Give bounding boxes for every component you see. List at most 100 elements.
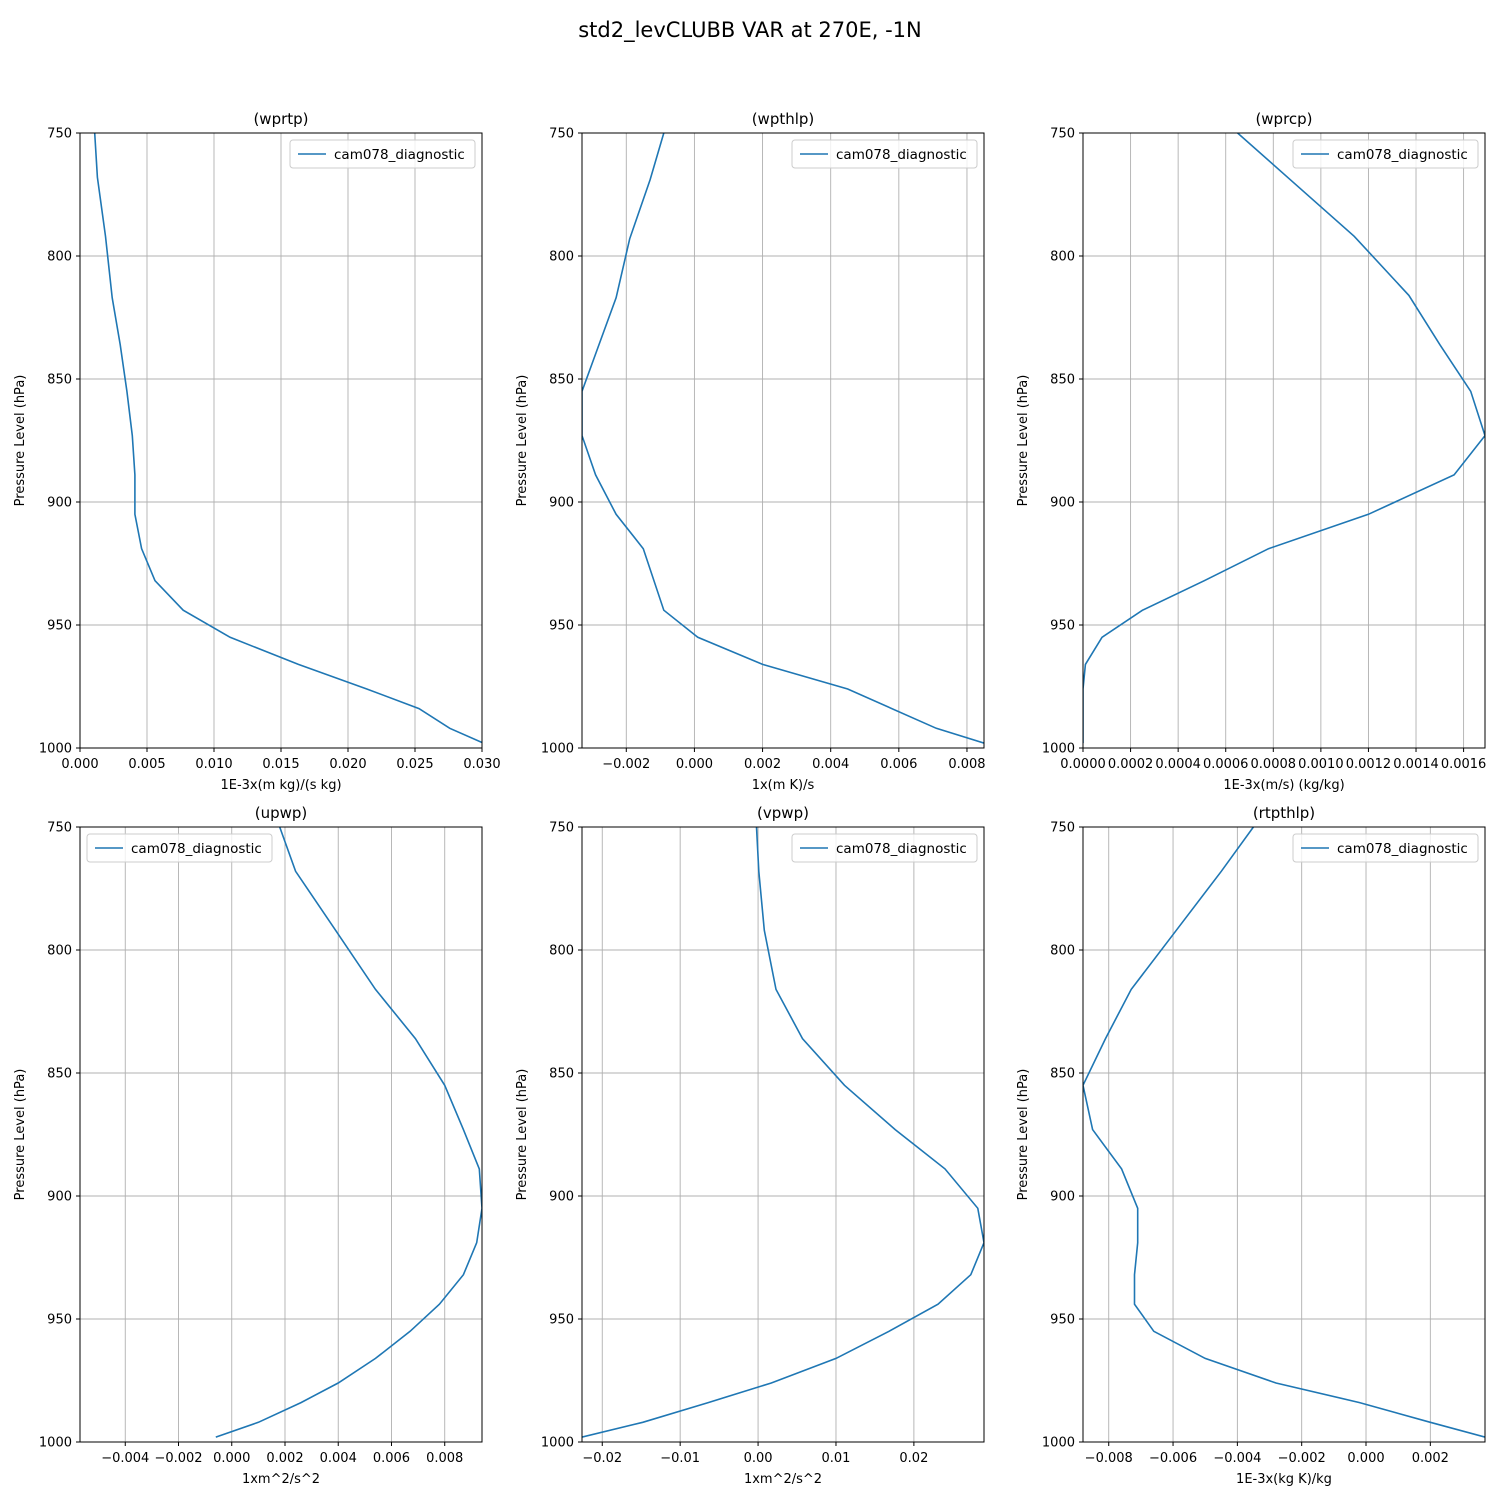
x-tick-label: 0.01 [822, 1451, 851, 1466]
y-axis-label: Pressure Level (hPa) [1016, 1069, 1031, 1201]
x-tick-label: 0.0016 [1441, 757, 1487, 772]
legend-frame [1292, 833, 1479, 863]
x-tick-label: 0.002 [266, 1451, 303, 1466]
y-axis-label: Pressure Level (hPa) [1016, 375, 1031, 507]
y-axis-label: Pressure Level (hPa) [13, 1069, 28, 1201]
x-tick-label: 0.008 [426, 1451, 463, 1466]
y-tick-label: 850 [1050, 1067, 1075, 1082]
legend-entry-label: cam078_diagnostic [1337, 841, 1468, 857]
y-tick-label: 900 [1050, 1190, 1075, 1205]
y-tick-label: 1000 [39, 1436, 72, 1451]
x-tick-label: 0.0014 [1393, 757, 1439, 772]
x-tick-label: 0.0000 [1060, 757, 1106, 772]
y-tick-label: 750 [47, 127, 72, 142]
legend: cam078_diagnostic [86, 833, 273, 863]
x-axis-label: 1xm^2/s^2 [744, 1472, 822, 1487]
x-tick-label: 0.000 [676, 757, 713, 772]
y-tick-label: 850 [47, 1067, 72, 1082]
series-line [582, 133, 984, 744]
y-axis-label: Pressure Level (hPa) [13, 375, 28, 507]
x-tick-label: 0.030 [463, 757, 500, 772]
legend-frame [86, 833, 273, 863]
x-tick-label: 0.0012 [1346, 757, 1392, 772]
legend: cam078_diagnostic [1292, 833, 1479, 863]
y-tick-label: 750 [47, 821, 72, 836]
series-line [1083, 827, 1485, 1438]
x-tick-label: −0.002 [1278, 1451, 1326, 1466]
y-axis-label: Pressure Level (hPa) [515, 375, 530, 507]
x-tick-label: −0.004 [101, 1451, 149, 1466]
x-tick-label: −0.004 [1213, 1451, 1261, 1466]
y-tick-label: 750 [1050, 127, 1075, 142]
series-line [215, 827, 482, 1438]
legend-entry-label: cam078_diagnostic [1337, 147, 1468, 163]
x-tick-label: 0.020 [329, 757, 366, 772]
x-axis-label: 1xm^2/s^2 [242, 1472, 320, 1487]
x-tick-label: 0.0002 [1108, 757, 1154, 772]
y-tick-label: 800 [549, 250, 574, 265]
x-tick-label: 0.0010 [1298, 757, 1344, 772]
x-tick-label: 0.008 [948, 757, 985, 772]
subplot-rtpthlp: −0.008 −0.006 −0.004 −0.002 0.000 0.002 750 800… [1016, 804, 1486, 1487]
legend-entry-label: cam078_diagnostic [334, 147, 465, 163]
y-tick-label: 850 [47, 373, 72, 388]
subplot-wpthlp: −0.002 0.000 0.002 0.004 0.006 0.008 750 800 850… [515, 110, 986, 793]
legend-frame [791, 139, 978, 169]
y-tick-label: 1000 [1042, 742, 1075, 757]
y-tick-label: 850 [549, 1067, 574, 1082]
series-line [582, 827, 984, 1438]
legend-frame [1292, 139, 1479, 169]
y-tick-label: 950 [549, 1313, 574, 1328]
x-tick-label: −0.02 [582, 1451, 622, 1466]
y-tick-label: 800 [47, 944, 72, 959]
axes-frame [79, 826, 483, 1443]
subplot-title: (wprtp) [253, 110, 308, 128]
x-tick-label: 0.004 [320, 1451, 357, 1466]
y-tick-label: 950 [1050, 619, 1075, 634]
y-tick-label: 950 [47, 1313, 72, 1328]
x-axis-label: 1x(m K)/s [752, 778, 815, 793]
subplot-title: (upwp) [255, 804, 308, 822]
x-tick-label: 0.000 [1347, 1451, 1384, 1466]
series-line [1083, 133, 1485, 744]
x-axis-label: 1E-3x(m kg)/(s kg) [220, 778, 341, 793]
y-tick-label: 750 [549, 127, 574, 142]
y-tick-label: 950 [549, 619, 574, 634]
x-axis-label: 1E-3x(kg K)/kg [1236, 1472, 1332, 1487]
subplot-title: (rtpthlp) [1253, 804, 1315, 822]
x-tick-label: 0.0008 [1251, 757, 1297, 772]
figure-title: std2_levCLUBB VAR at 270E, -1N [578, 18, 922, 43]
y-tick-label: 800 [1050, 250, 1075, 265]
subplot-wprtp: 0.000 0.005 0.010 0.015 0.020 0.025 0.030 750 80… [13, 110, 501, 793]
legend-frame [791, 833, 978, 863]
y-tick-label: 800 [549, 944, 574, 959]
x-tick-label: 0.002 [1412, 1451, 1449, 1466]
y-tick-label: 900 [47, 1190, 72, 1205]
x-tick-label: 0.004 [812, 757, 849, 772]
x-tick-label: 0.006 [880, 757, 917, 772]
legend: cam078_diagnostic [791, 139, 978, 169]
y-tick-label: 950 [1050, 1313, 1075, 1328]
x-tick-label: 0.000 [213, 1451, 250, 1466]
x-tick-label: 0.025 [396, 757, 433, 772]
y-tick-label: 950 [47, 619, 72, 634]
legend-frame [289, 139, 476, 169]
y-tick-label: 900 [549, 1190, 574, 1205]
axes-frame [581, 826, 985, 1443]
y-tick-label: 1000 [541, 742, 574, 757]
y-tick-label: 900 [47, 496, 72, 511]
subplot-title: (vpwp) [757, 804, 809, 822]
subplot-vpwp: −0.02 −0.01 0.00 0.01 0.02 750 800 850 900 950 100… [515, 804, 985, 1487]
x-tick-label: −0.002 [602, 757, 650, 772]
axes-frame [1082, 826, 1486, 1443]
y-axis-label: Pressure Level (hPa) [515, 1069, 530, 1201]
x-tick-label: 0.0004 [1155, 757, 1201, 772]
subplot-grid: 0.000 0.005 0.010 0.015 0.020 0.025 0.030 750 80… [13, 110, 1486, 1487]
x-tick-label: 0.002 [744, 757, 781, 772]
y-tick-label: 1000 [541, 1436, 574, 1451]
x-tick-label: 0.006 [373, 1451, 410, 1466]
x-tick-label: 0.010 [195, 757, 232, 772]
subplot-title: (wpthlp) [752, 110, 815, 128]
